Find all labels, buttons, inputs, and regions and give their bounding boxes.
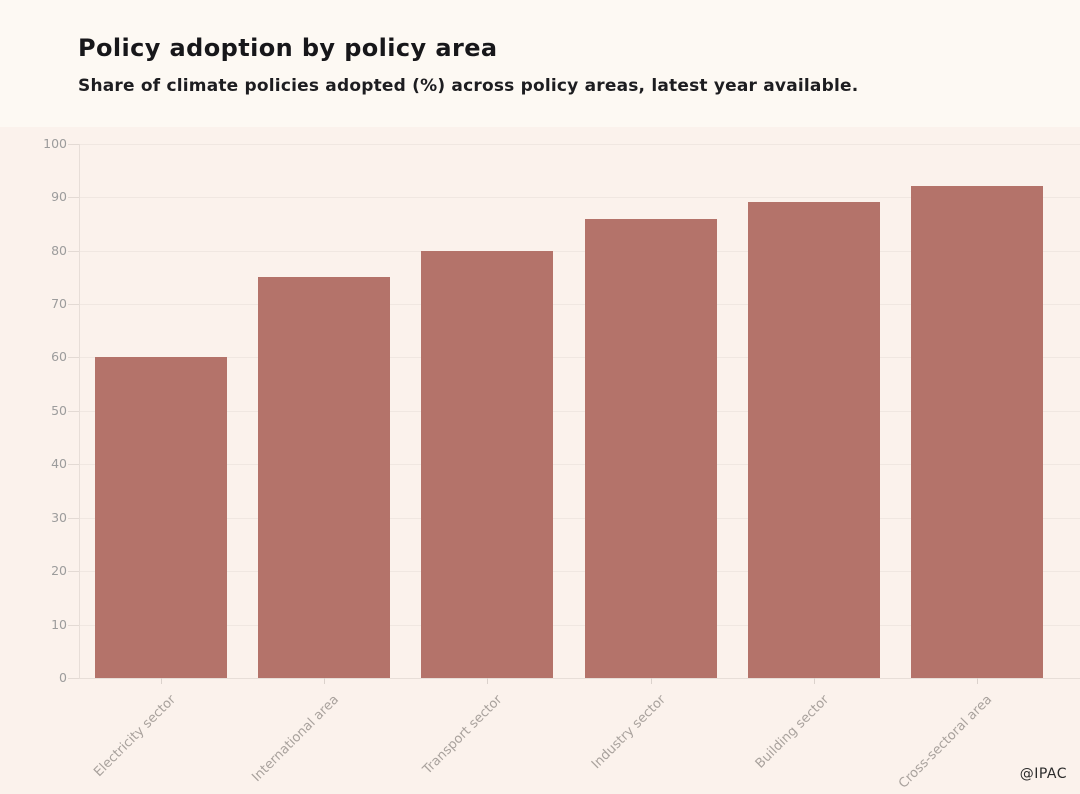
- bar-international-area: [258, 277, 390, 678]
- y-tick-label-60: 60: [51, 349, 67, 365]
- x-tick-cross-sectoral-area: [977, 678, 979, 684]
- y-tick-label-80: 80: [51, 242, 67, 258]
- y-tick-0: [68, 678, 79, 679]
- bar-electricity-sector: [94, 357, 227, 678]
- x-tick-transport-sector: [487, 678, 489, 684]
- gridline-40: [79, 464, 1080, 466]
- gridline-30: [79, 517, 1080, 519]
- x-tick-label-international-area: International area: [249, 692, 342, 785]
- gridline-90: [79, 197, 1080, 199]
- bar-industry-sector: [584, 218, 717, 678]
- bar-cross-sectoral-area: [911, 186, 1044, 678]
- y-tick-80: [68, 250, 79, 252]
- gridline-100: [79, 143, 1080, 145]
- gridline-20: [79, 571, 1080, 573]
- y-tick-label-10: 10: [51, 616, 67, 632]
- x-tick-electricity-sector: [160, 678, 162, 684]
- y-tick-90: [68, 197, 79, 199]
- gridline-80: [79, 250, 1080, 252]
- y-tick-20: [68, 571, 79, 573]
- gridline-10: [79, 624, 1080, 626]
- plot-area: 0 10 20 30 40 50 60 70 80 90 100 Electricity sector…: [0, 127, 1080, 794]
- gridline-70: [79, 303, 1080, 305]
- x-tick-industry-sector: [650, 678, 652, 684]
- y-tick-label-30: 30: [51, 509, 67, 525]
- x-tick-label-electricity-sector: Electricity sector: [90, 692, 179, 780]
- chart-title: Policy adoption by policy area: [78, 34, 498, 62]
- y-tick-label-100: 100: [43, 135, 67, 151]
- x-tick-label-building-sector: Building sector: [752, 692, 832, 772]
- y-tick-label-20: 20: [51, 563, 67, 579]
- y-axis-line: [79, 143, 80, 678]
- x-tick-international-area: [324, 678, 325, 684]
- credit-watermark: @IPAC: [1019, 766, 1067, 782]
- bar-transport-sector: [421, 250, 554, 678]
- y-tick-10: [68, 624, 79, 626]
- chart-subtitle: Share of climate policies adopted (%) ac…: [78, 76, 859, 96]
- y-tick-30: [68, 517, 79, 519]
- x-tick-label-industry-sector: Industry sector: [588, 692, 669, 773]
- bar-building-sector: [748, 202, 880, 678]
- y-tick-100: [68, 143, 79, 145]
- y-tick-label-40: 40: [51, 456, 67, 472]
- y-tick-label-50: 50: [51, 402, 67, 418]
- x-tick-building-sector: [814, 678, 815, 684]
- gridline-60: [79, 357, 1080, 359]
- y-tick-50: [68, 410, 79, 412]
- gridline-50: [79, 410, 1080, 412]
- y-tick-60: [68, 357, 79, 359]
- y-tick-40: [68, 464, 79, 466]
- y-tick-label-90: 90: [51, 189, 67, 205]
- y-tick-label-70: 70: [51, 295, 67, 311]
- x-axis-line: [79, 678, 1080, 679]
- y-tick-label-0: 0: [59, 670, 67, 685]
- x-tick-label-cross-sectoral-area: Cross-sectoral area: [896, 692, 996, 792]
- x-tick-label-transport-sector: Transport sector: [420, 692, 506, 778]
- y-tick-70: [68, 303, 79, 305]
